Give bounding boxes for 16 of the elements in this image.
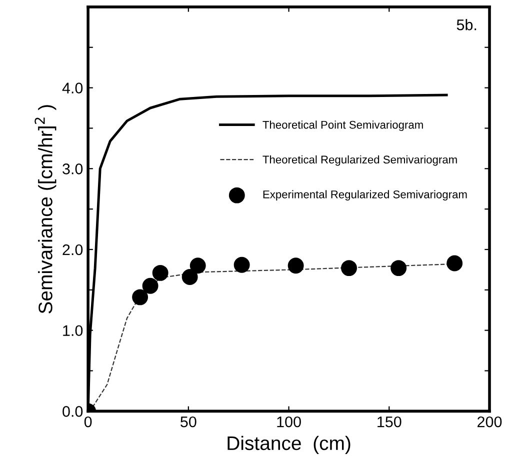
y-tick-label: 1.0	[63, 325, 83, 336]
y-tick-label: 2.0	[62, 244, 83, 256]
x-tick-label: 100	[277, 416, 301, 428]
y-tick-label: 0.0	[62, 406, 83, 417]
y-tick-label: 3.0	[62, 164, 83, 174]
legend-label: Experimental Regularized Semivariogram	[263, 190, 467, 201]
x-tick-label: 200	[478, 416, 502, 428]
x-tick-label: 0	[84, 416, 92, 428]
y-axis-title: Semivariance ([cm/hr]$^{2}$ )	[34, 105, 56, 314]
legend-label: Theoretical Point Semivariogram	[262, 120, 423, 131]
y-tick-label: 4.0	[62, 82, 83, 94]
x-tick-label: 150	[378, 416, 402, 428]
legend-label: Theoretical Regularized Semivariogram	[262, 155, 457, 166]
x-tick-label: 50	[180, 416, 196, 428]
annotation: 5b.	[456, 19, 476, 30]
x-axis-title: Distance (cm)	[228, 436, 350, 454]
